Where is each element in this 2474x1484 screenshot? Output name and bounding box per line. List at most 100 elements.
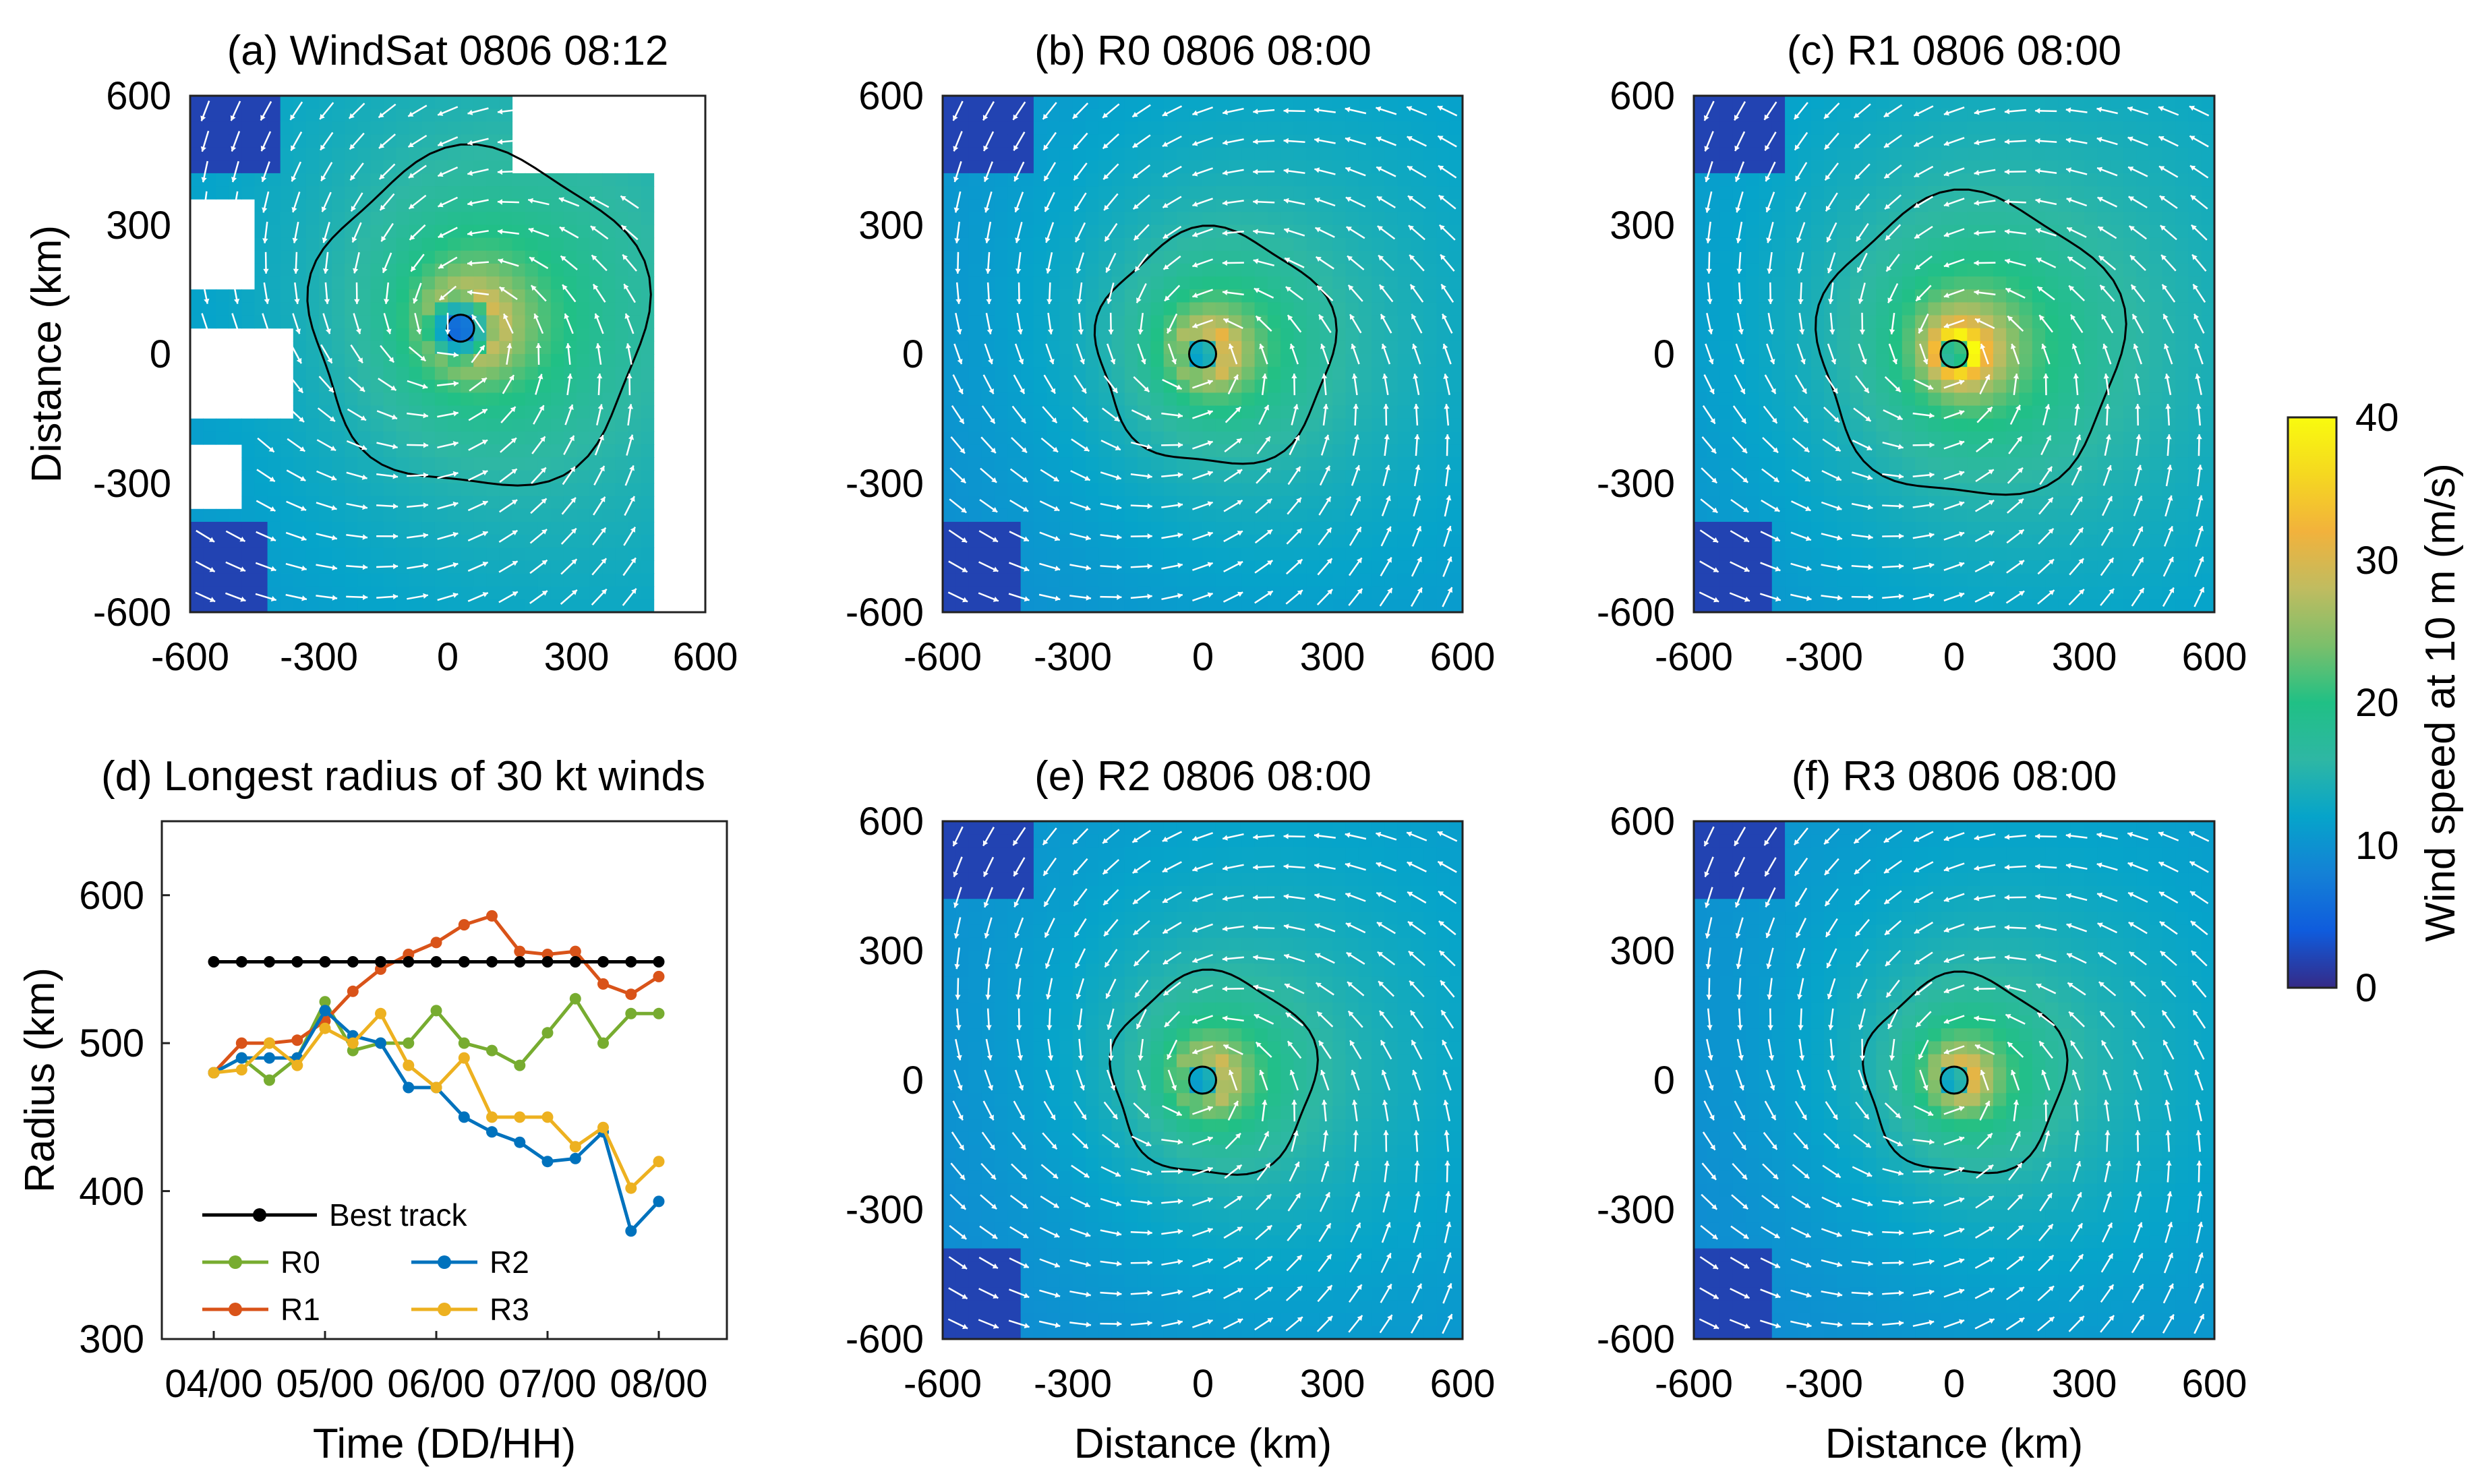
wind-cell [1694,392,1707,407]
wind-cell [1241,289,1256,303]
wind-cell [1785,212,1798,226]
wind-cell [1876,186,1890,200]
wind-cell [1719,573,1734,587]
wind-vector-head [363,594,368,600]
wind-cell [396,315,410,329]
wind-vector-head [240,596,246,602]
wind-cell [1306,199,1320,212]
wind-cell [1954,109,1968,122]
wind-cell [2019,431,2033,445]
wind-cell [1241,599,1256,612]
wind-cell [981,508,995,523]
wind-cell [396,496,410,510]
panel-b-ytick: -600 [846,591,924,634]
wind-cell [1694,599,1707,612]
wind-cell [1436,186,1450,200]
wind-cell [1785,263,1798,277]
wind-cell [461,508,474,523]
wind-cell [537,418,552,432]
wind-cell [332,328,345,342]
wind-cell [1229,96,1242,109]
wind-cell [955,186,970,200]
wind-cell [641,418,655,432]
wind-cell [1862,508,1877,523]
wind-cell [615,250,628,264]
wind-cell [332,483,345,497]
wind-cell [602,250,616,264]
wind-cell [1967,354,1981,367]
wind-cell [486,560,500,574]
wind-cell [1267,250,1281,264]
wind-cell [1902,470,1916,484]
wind-vector-head [438,263,444,268]
wind-cell [319,121,332,136]
wind-vector-head [1350,314,1355,320]
wind-cell [1332,380,1347,394]
wind-cell [1410,444,1424,458]
wind-vector-head [508,375,514,381]
wind-cell [1810,457,1825,471]
wind-cell [1332,405,1347,419]
wind-cell [319,431,332,445]
wind-cell [434,457,448,471]
wind-cell [1410,521,1424,535]
wind-cell [1059,134,1073,148]
wind-cell [1372,483,1385,497]
wind-cell [2006,328,2020,342]
wind-cell [512,186,526,200]
wind-cell [473,483,487,497]
wind-cell [525,457,539,471]
wind-cell [1954,147,1968,161]
wind-cell [968,405,982,419]
wind-cell [1047,599,1061,612]
wind-cell [1293,186,1307,200]
wind-cell [1824,444,1837,458]
wind-cell [1280,521,1295,535]
wind-cell [1124,354,1138,367]
wind-cell [1020,560,1034,574]
wind-cell [641,199,655,212]
wind-cell [968,457,982,471]
wind-cell [1202,276,1216,290]
wind-cell [1319,121,1333,136]
wind-cell [1358,250,1372,264]
wind-cell [461,457,474,471]
panel-a-ytick: 0 [150,332,171,376]
wind-cell [1719,586,1734,600]
wind-cell [1889,508,1903,523]
wind-cell [2019,586,2033,600]
wind-cell [1902,496,1916,510]
wind-cell [641,289,655,303]
wind-cell [1449,212,1463,226]
wind-cell [473,586,487,600]
wind-cell [1876,289,1890,303]
wind-cell [1771,392,1786,407]
wind-cell [1410,457,1424,471]
wind-cell [1241,225,1256,239]
wind-cell [1824,405,1837,419]
wind-cell [1850,418,1864,432]
wind-cell [1345,392,1359,407]
wind-cell [1850,560,1864,574]
wind-cell [2019,160,2033,174]
wind-cell [421,483,436,497]
wind-cell [1293,418,1307,432]
wind-cell [1372,186,1385,200]
wind-cell [1876,276,1890,290]
wind-cell [1993,367,2007,380]
wind-cell [1707,186,1721,200]
wind-cell [1397,535,1411,548]
wind-cell [1086,225,1099,239]
wind-cell [1837,367,1851,380]
wind-vector-head [1285,258,1291,263]
wind-cell [1694,431,1707,445]
wind-cell [628,328,642,342]
wind-cell [628,405,642,419]
wind-vector-head [539,405,544,411]
wind-cell [1241,392,1256,407]
wind-cell [434,276,448,290]
wind-cell [1771,96,1786,109]
wind-vector-head [1441,284,1446,290]
wind-cell [461,354,474,367]
wind-cell [1280,173,1295,187]
